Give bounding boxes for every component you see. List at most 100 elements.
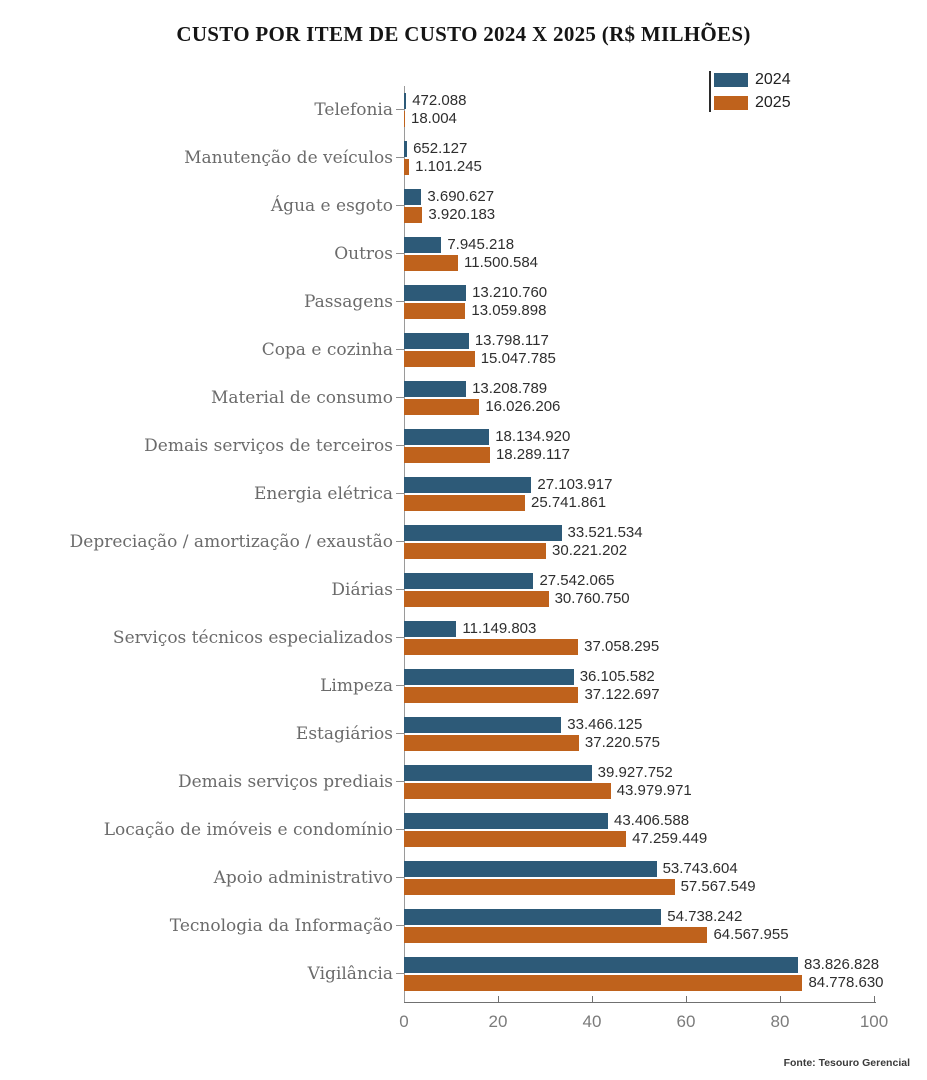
bar-2024 — [404, 333, 469, 349]
bar-2024 — [404, 93, 407, 109]
value-label-2025: 30.760.750 — [554, 590, 630, 607]
chart-row: Passagens 13.210.760 13.059.898 — [0, 278, 927, 326]
bar-group: 53.743.604 57.567.549 — [404, 854, 874, 902]
category-tick — [396, 301, 404, 302]
category-label: Locação de imóveis e condomínio — [103, 820, 393, 840]
bar-2024 — [404, 669, 574, 685]
chart-row: Material de consumo 13.208.789 16.026.206 — [0, 374, 927, 422]
category-label: Telefonia — [314, 100, 393, 120]
chart-row: Água e esgoto 3.690.627 3.920.183 — [0, 182, 927, 230]
category-label: Manutenção de veículos — [184, 148, 393, 168]
value-label-2024: 7.945.218 — [447, 236, 515, 253]
x-tick-label: 0 — [399, 1012, 409, 1031]
bar-group: 18.134.920 18.289.117 — [404, 422, 874, 470]
legend-label-2024: 2024 — [755, 71, 791, 88]
bar-2025 — [404, 639, 579, 655]
bar-2024 — [404, 861, 657, 877]
bar-group: 33.466.125 37.220.575 — [404, 710, 874, 758]
value-label-2025: 11.500.584 — [464, 254, 539, 271]
bar-2025 — [404, 111, 405, 127]
category-label: Estagiários — [295, 724, 393, 744]
chart-row: Manutenção de veículos 652.127 1.101.245 — [0, 134, 927, 182]
value-label-2024: 18.134.920 — [495, 428, 571, 445]
value-label-2025: 13.059.898 — [471, 302, 547, 319]
bar-2024 — [404, 765, 592, 781]
value-label-2025: 18.004 — [411, 110, 457, 127]
chart-row: Vigilância 83.826.828 84.778.630 — [0, 950, 927, 998]
category-label: Passagens — [303, 292, 393, 312]
bar-2024 — [404, 525, 562, 541]
chart-row: Demais serviços prediais 39.927.752 43.979… — [0, 758, 927, 806]
bar-group: 11.149.803 37.058.295 — [404, 614, 874, 662]
category-tick — [396, 637, 404, 638]
category-tick — [396, 397, 404, 398]
category-tick — [396, 541, 404, 542]
bar-group: 36.105.582 37.122.697 — [404, 662, 874, 710]
value-label-2025: 37.058.295 — [584, 638, 660, 655]
source-note: Fonte: Tesouro Gerencial — [783, 1057, 910, 1069]
bar-group: 33.521.534 30.221.202 — [404, 518, 874, 566]
category-label: Depreciação / amortização / exaustão — [69, 532, 393, 552]
value-label-2025: 18.289.117 — [495, 446, 570, 463]
category-tick — [396, 493, 404, 494]
value-label-2024: 13.208.789 — [472, 380, 548, 397]
chart-row: Serviços técnicos especializados 11.149.8… — [0, 614, 927, 662]
bar-group: 472.088 18.004 — [404, 86, 874, 134]
legend-item-2025: 2025 — [714, 94, 791, 112]
chart-row: Depreciação / amortização / exaustão 33.5… — [0, 518, 927, 566]
x-tick — [498, 996, 499, 1003]
category-label: Diárias — [331, 580, 393, 600]
chart-row: Energia elétrica 27.103.917 25.741.861 — [0, 470, 927, 518]
value-label-2024: 11.149.803 — [462, 620, 537, 637]
bar-2025 — [404, 783, 611, 799]
category-tick — [396, 445, 404, 446]
bar-2024 — [404, 189, 422, 205]
legend-item-2024: 2024 — [714, 71, 791, 89]
bar-group: 83.826.828 84.778.630 — [404, 950, 884, 998]
chart-row: Tecnologia da Informação 54.738.242 64.567… — [0, 902, 927, 950]
legend: 2024 2025 — [709, 71, 791, 112]
bar-2025 — [404, 255, 459, 271]
chart-row: Apoio administrativo 53.743.604 57.567.549 — [0, 854, 927, 902]
bar-2024 — [404, 477, 532, 493]
bar-2025 — [404, 351, 475, 367]
category-label: Outros — [334, 244, 393, 264]
chart-title: CUSTO POR ITEM DE CUSTO 2024 X 2025 (R$ … — [176, 22, 751, 46]
value-label-2024: 27.542.065 — [539, 572, 615, 589]
legend-label-2025: 2025 — [755, 94, 791, 111]
chart-row: Estagiários 33.466.125 37.220.575 — [0, 710, 927, 758]
category-label: Serviços técnicos especializados — [112, 628, 393, 648]
value-label-2024: 33.521.534 — [567, 524, 643, 541]
value-label-2024: 53.743.604 — [662, 860, 738, 877]
bar-group: 7.945.218 11.500.584 — [404, 230, 874, 278]
value-label-2025: 64.567.955 — [713, 926, 789, 943]
category-tick — [396, 685, 404, 686]
bar-group: 27.103.917 25.741.861 — [404, 470, 874, 518]
category-tick — [396, 253, 404, 254]
chart-row: Outros 7.945.218 11.500.584 — [0, 230, 927, 278]
bar-2024 — [404, 717, 562, 733]
x-tick — [592, 996, 593, 1003]
value-label-2025: 16.026.206 — [485, 398, 561, 415]
value-label-2024: 83.826.828 — [803, 956, 880, 973]
value-label-2025: 1.101.245 — [415, 158, 482, 175]
bar-2025 — [404, 495, 525, 511]
bar-2024 — [404, 957, 798, 973]
category-tick — [396, 877, 404, 878]
x-tick — [874, 996, 875, 1003]
category-tick — [396, 109, 404, 110]
category-tick — [396, 829, 404, 830]
category-tick — [396, 781, 404, 782]
category-label: Material de consumo — [210, 388, 393, 408]
category-label: Copa e cozinha — [261, 340, 393, 360]
value-label-2024: 472.088 — [412, 92, 467, 109]
value-label-2025: 3.920.183 — [428, 206, 496, 223]
bar-2024 — [404, 573, 534, 589]
value-label-2024: 54.738.242 — [667, 908, 743, 925]
category-label: Água e esgoto — [270, 196, 393, 216]
value-label-2025: 47.259.449 — [632, 830, 708, 847]
bar-2025 — [404, 735, 579, 751]
x-tick-label: 20 — [488, 1012, 508, 1031]
category-tick — [396, 973, 404, 974]
